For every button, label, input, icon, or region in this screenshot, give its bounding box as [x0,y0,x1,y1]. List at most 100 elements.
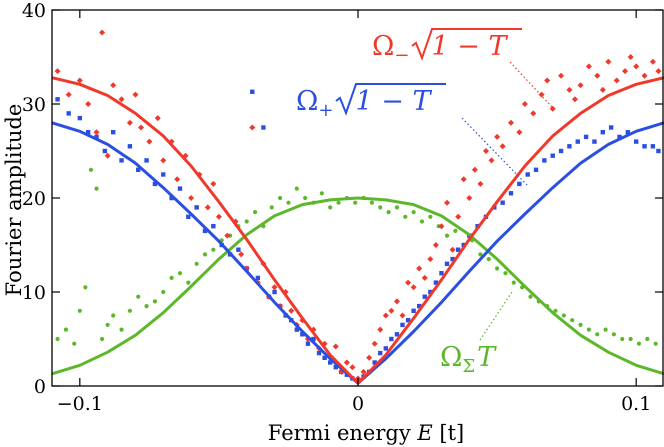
data-point-plus [411,308,416,313]
data-point-sigma [478,252,483,257]
data-point-plus [533,167,539,172]
data-point-sigma [561,313,566,318]
data-point-plus [255,275,261,281]
data-point-sigma [444,233,450,238]
data-point-sigma [411,210,416,215]
data-point-plus [642,144,647,149]
data-point-minus [210,180,217,187]
data-point-minus [655,68,662,75]
data-point-minus [449,246,456,253]
data-point-sigma [55,336,60,342]
sqrt-sign-minus [411,28,522,61]
data-point-plus [542,158,547,163]
series-plus-curve [51,121,664,385]
data-point-plus [433,280,439,285]
x-axis-label: Fermi energy E [t] [268,421,464,445]
data-point-sigma [528,294,533,299]
data-point-minus [605,58,612,65]
data-point-plus [633,139,639,144]
data-point-plus [261,125,266,130]
data-point-sigma [278,195,283,201]
data-point-plus [558,148,564,154]
data-point-sigma [636,341,642,346]
data-point-minus [438,223,445,230]
data-point-sigma [269,205,274,210]
data-point-minus [516,129,523,136]
data-point-minus [271,284,278,291]
data-point-plus [656,148,661,154]
data-point-sigma [653,341,658,346]
data-point-minus [360,368,367,375]
series-minus-points [54,29,662,382]
data-point-sigma [177,271,183,276]
data-point-sigma [152,299,158,304]
data-point-minus [54,68,61,75]
data-point-plus [272,289,277,295]
data-point-minus [410,284,417,291]
annotation-sigma: ΩΣT [440,342,497,377]
data-point-minus [388,307,395,314]
data-point-sigma [286,200,291,205]
data-point-minus [477,180,484,187]
data-point-plus [161,172,166,177]
data-point-plus [77,115,83,121]
data-point-minus [471,166,478,173]
data-point-minus [188,195,195,201]
data-point-minus [146,138,153,145]
data-point-plus [378,350,383,356]
data-point-plus [422,294,427,299]
data-point-minus [544,77,551,84]
data-point-minus [549,105,556,112]
data-point-plus [102,148,108,154]
data-point-plus [55,97,60,102]
data-point-plus [455,247,461,252]
data-point-plus [608,125,614,130]
data-point-minus [427,256,434,263]
data-point-sigma [328,205,333,210]
data-point-plus [305,341,311,346]
annotation-minus: Ω− 1 − T [372,31,508,66]
data-point-plus [119,158,124,163]
data-point-plus [394,332,400,337]
data-point-sigma [453,228,458,233]
data-point-sigma [578,322,583,327]
data-point-minus [393,298,400,305]
data-point-plus [136,167,141,172]
data-point-minus [613,77,620,84]
y-tick-label: 0 [34,376,46,398]
data-point-plus [202,228,208,234]
data-point-sigma [83,285,88,290]
data-point-minus [126,119,133,126]
data-point-sigma [319,191,324,196]
data-point-plus [583,134,589,140]
data-point-plus [372,360,377,365]
data-point-sigma [386,210,391,215]
data-point-minus [118,96,125,103]
data-point-sigma [586,327,591,332]
data-point-minus [499,143,506,150]
data-point-plus [85,130,91,135]
data-point-minus [132,91,139,98]
y-tick-label: 30 [22,94,46,116]
y-axis-label: Fourier amplitude [2,104,26,297]
annotation-leader-sigma [479,291,513,341]
data-point-sigma [603,327,608,332]
data-point-minus [332,343,339,350]
data-point-sigma [369,200,375,205]
data-point-plus [186,214,191,219]
data-point-sigma [628,336,633,342]
data-point-minus [224,232,231,239]
data-point-minus [494,133,501,140]
data-point-sigma [294,186,299,191]
data-point-minus [594,72,601,79]
data-point-sigma [202,252,208,257]
data-point-minus [215,213,222,220]
data-point-plus [127,144,133,149]
data-point-minus [377,326,384,333]
data-point-plus [236,247,241,252]
data-point-minus [99,29,106,36]
annotation-plus: Ω+ 1 − T [296,86,432,121]
data-point-minus [649,58,656,65]
data-point-plus [311,336,316,342]
